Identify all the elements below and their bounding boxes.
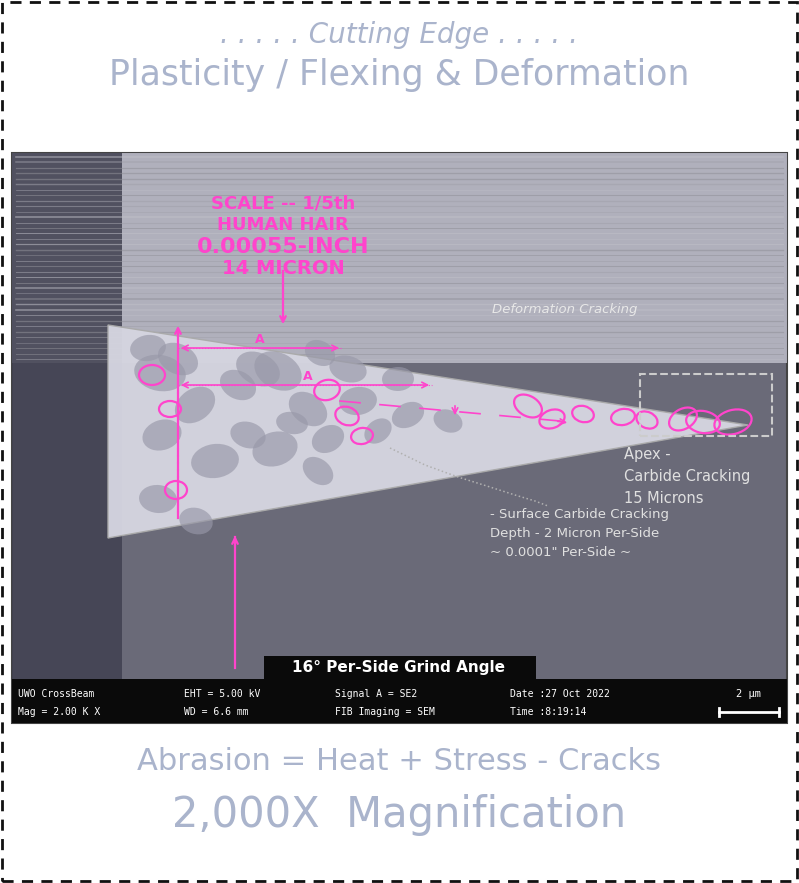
Polygon shape [108, 325, 748, 538]
Ellipse shape [191, 444, 239, 479]
Ellipse shape [434, 410, 463, 433]
Text: WD = 6.6 mm: WD = 6.6 mm [184, 707, 248, 717]
Text: 14 MICRON: 14 MICRON [221, 260, 344, 278]
Ellipse shape [276, 411, 308, 434]
Text: Abrasion = Heat + Stress - Cracks: Abrasion = Heat + Stress - Cracks [137, 746, 661, 775]
Ellipse shape [175, 387, 215, 423]
Ellipse shape [130, 335, 166, 361]
Ellipse shape [303, 457, 333, 485]
Text: 0.00055-INCH: 0.00055-INCH [197, 237, 369, 257]
Text: - Surface Carbide Cracking
Depth - 2 Micron Per-Side
~ 0.0001" Per-Side ~: - Surface Carbide Cracking Depth - 2 Mic… [490, 508, 669, 559]
Bar [12, 153, 122, 723]
Ellipse shape [158, 343, 198, 375]
Text: EHT = 5.00 kV: EHT = 5.00 kV [184, 690, 260, 699]
Bar [12, 153, 787, 723]
Text: 16° Per-Side Grind Angle: 16° Per-Side Grind Angle [292, 660, 506, 675]
Ellipse shape [237, 351, 280, 387]
Text: A: A [255, 333, 264, 346]
Text: Apex -
Carbide Cracking
15 Microns: Apex - Carbide Cracking 15 Microns [624, 447, 750, 506]
Bar [12, 679, 787, 723]
Ellipse shape [134, 355, 186, 391]
Ellipse shape [364, 419, 392, 443]
Text: Plasticity / Flexing & Deformation: Plasticity / Flexing & Deformation [109, 58, 690, 92]
Text: Deformation Cracking: Deformation Cracking [492, 303, 638, 315]
Ellipse shape [288, 392, 328, 426]
Ellipse shape [179, 508, 213, 534]
Ellipse shape [254, 351, 302, 390]
Text: 2 μm: 2 μm [737, 690, 761, 699]
Text: FIB Imaging = SEM: FIB Imaging = SEM [335, 707, 435, 717]
Text: A: A [303, 370, 313, 383]
Text: 2,000X  Magnification: 2,000X Magnification [172, 794, 626, 836]
Text: Date :27 Oct 2022: Date :27 Oct 2022 [510, 690, 610, 699]
Bar [264, 656, 535, 679]
Ellipse shape [252, 432, 297, 466]
Text: SCALE -- 1/5th: SCALE -- 1/5th [211, 194, 355, 212]
Ellipse shape [139, 485, 177, 513]
Bar [12, 153, 787, 363]
Text: UWO CrossBeam: UWO CrossBeam [18, 690, 94, 699]
Ellipse shape [392, 402, 424, 428]
Ellipse shape [230, 421, 265, 449]
Ellipse shape [312, 425, 344, 453]
Text: Time :8:19:14: Time :8:19:14 [510, 707, 586, 717]
Text: Signal A = SE2: Signal A = SE2 [335, 690, 417, 699]
Text: . . . . . Cutting Edge . . . . .: . . . . . Cutting Edge . . . . . [220, 21, 578, 49]
Ellipse shape [339, 387, 377, 415]
Ellipse shape [329, 356, 367, 382]
Ellipse shape [220, 370, 256, 400]
Ellipse shape [305, 340, 335, 366]
Ellipse shape [382, 367, 414, 391]
Text: Mag = 2.00 K X: Mag = 2.00 K X [18, 707, 100, 717]
Ellipse shape [142, 419, 181, 450]
Text: HUMAN HAIR: HUMAN HAIR [217, 216, 349, 234]
